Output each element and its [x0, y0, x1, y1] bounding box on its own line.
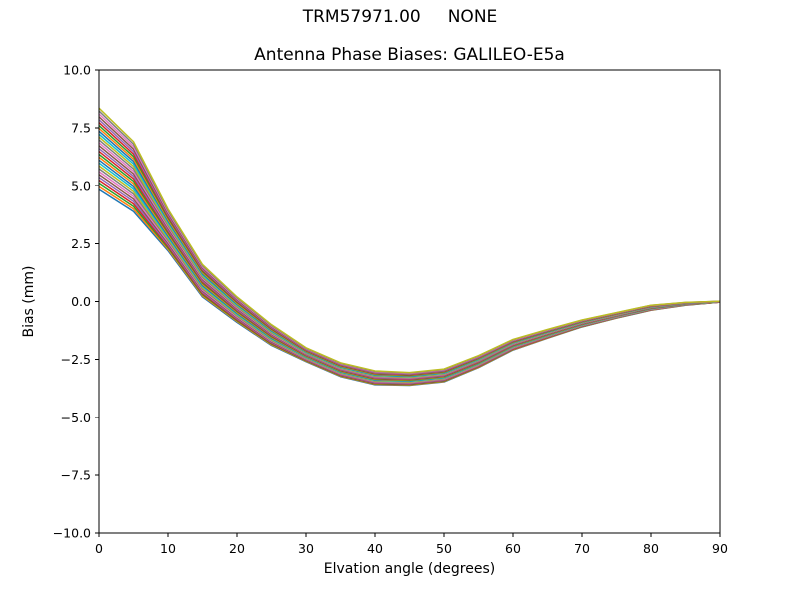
- x-tick-label: 30: [298, 541, 314, 556]
- x-tick-label: 20: [229, 541, 245, 556]
- bias-curve-28: [98, 110, 721, 374]
- y-tick-label: −2.5: [61, 352, 91, 367]
- y-tick-label: 2.5: [71, 236, 91, 251]
- bias-curve-09: [98, 165, 721, 383]
- x-tick-label: 90: [712, 541, 728, 556]
- y-tick-label: −7.5: [61, 468, 91, 483]
- bias-curve-02: [98, 185, 721, 386]
- x-axis-label: Elvation angle (degrees): [324, 561, 495, 577]
- bias-curve-11: [98, 159, 721, 382]
- x-tick-label: 40: [367, 541, 383, 556]
- bias-curve-29: [98, 107, 721, 374]
- y-tick-label: 5.0: [71, 178, 91, 193]
- y-tick-label: −10.0: [53, 526, 91, 541]
- y-tick-label: 0.0: [71, 294, 91, 309]
- plot-border: [98, 69, 721, 534]
- x-tick-label: 70: [574, 541, 590, 556]
- x-tick-label: 80: [643, 541, 659, 556]
- x-tick-label: 50: [436, 541, 452, 556]
- bias-curve-10: [98, 162, 721, 383]
- bias-curve-26: [98, 116, 721, 375]
- figure-suptitle: TRM57971.00 NONE: [302, 7, 498, 27]
- y-axis-label: Bias (mm): [21, 265, 37, 337]
- bias-curve-01: [98, 188, 721, 387]
- y-tick-label: 7.5: [71, 120, 91, 135]
- x-tick-label: 10: [160, 541, 176, 556]
- axes-layer: 0 10 20 30 40 50 60 70 80 90 10.0 7.5 5.0 2.5 0.0 −2.5 −…: [53, 63, 728, 557]
- curves-layer: [98, 107, 721, 387]
- x-tick-label: 0: [95, 541, 103, 556]
- bias-curve-27: [98, 113, 721, 375]
- x-tick-label: 60: [505, 541, 521, 556]
- axes-title: Antenna Phase Biases: GALILEO-E5a: [254, 45, 565, 65]
- y-tick-label: 10.0: [63, 63, 91, 78]
- y-tick-label: −5.0: [61, 410, 91, 425]
